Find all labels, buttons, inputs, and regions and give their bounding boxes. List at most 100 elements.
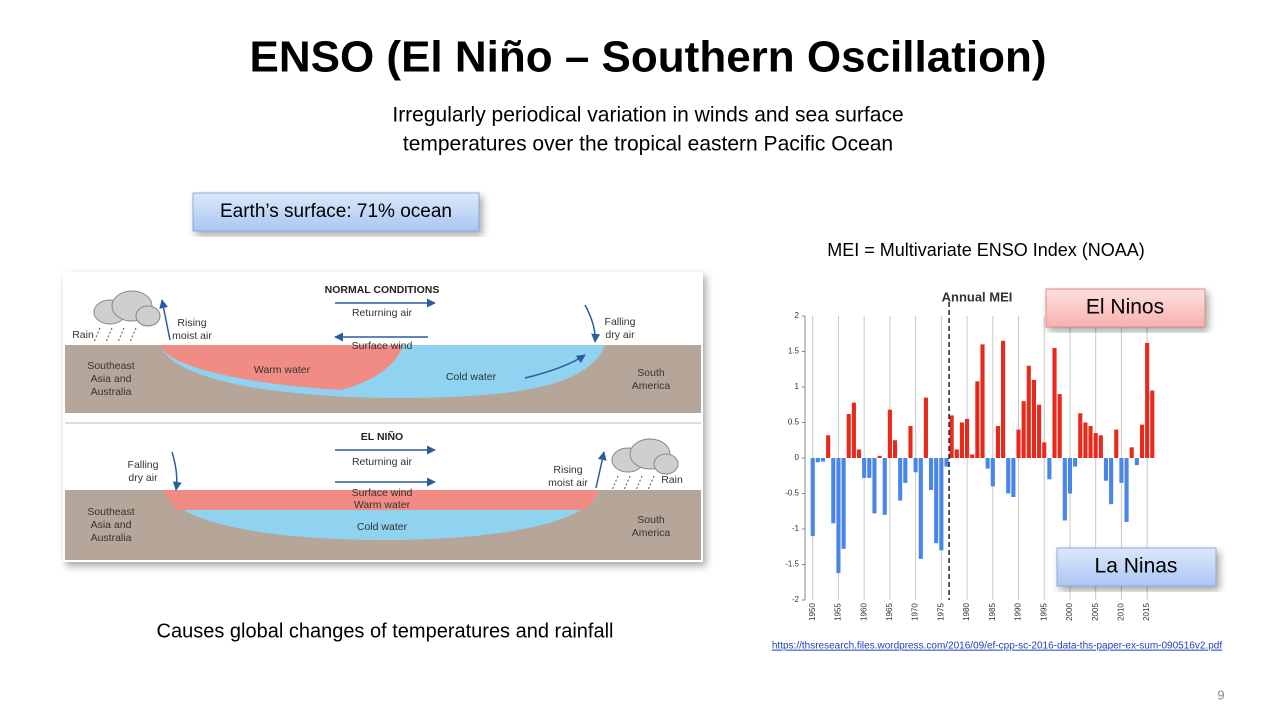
y-tick-label: 2 xyxy=(795,311,800,320)
bar xyxy=(939,458,944,551)
la-ninas-box xyxy=(1056,547,1217,587)
bar xyxy=(836,458,841,574)
bar xyxy=(903,458,908,483)
ocean-box-text: Earth’s surface: 71% ocean xyxy=(220,201,452,222)
bar xyxy=(1114,429,1119,458)
bar xyxy=(1124,458,1129,522)
diagram-label: Warm water xyxy=(354,499,411,511)
caption: Causes global changes of temperatures an… xyxy=(157,620,614,642)
bar xyxy=(810,458,815,537)
diagram-label: Asia and xyxy=(91,373,132,385)
bar xyxy=(1067,458,1073,494)
la-ninas-text: La Ninas xyxy=(1095,555,1178,578)
diagram-label: NORMAL CONDITIONS xyxy=(325,284,440,296)
x-tick-label: 1990 xyxy=(1014,603,1023,621)
bar xyxy=(877,455,882,458)
bar xyxy=(908,426,913,458)
y-tick-label: -1 xyxy=(792,524,800,533)
x-tick-label: 1975 xyxy=(936,603,945,621)
bar xyxy=(1093,433,1098,458)
bar xyxy=(1026,365,1031,458)
diagram-label: Cold water xyxy=(357,521,408,533)
diagram-label: Southeast xyxy=(87,360,134,372)
diagram-label: South xyxy=(637,367,665,379)
diagram-label: South xyxy=(637,514,665,526)
y-tick-label: 0 xyxy=(795,453,800,462)
bar xyxy=(872,458,877,514)
bar xyxy=(1001,340,1006,458)
bar xyxy=(898,458,903,501)
bar xyxy=(1129,447,1134,458)
bar xyxy=(1088,426,1093,458)
warm-water xyxy=(160,345,402,390)
bar xyxy=(913,458,918,473)
bar xyxy=(1150,390,1155,458)
diagram-label: Falling xyxy=(605,316,636,328)
bar xyxy=(1011,458,1016,498)
bar xyxy=(990,458,995,487)
bar xyxy=(959,422,964,458)
mei-note: MEI = Multivariate ENSO Index (NOAA) xyxy=(827,240,1145,260)
bar xyxy=(820,458,826,462)
bar xyxy=(1119,458,1124,483)
bar xyxy=(1109,458,1114,505)
enso-diagram: NORMAL CONDITIONS Returning air Surface wi… xyxy=(63,272,703,562)
x-tick-label: 1980 xyxy=(962,603,971,621)
bar xyxy=(846,413,851,458)
bar xyxy=(851,402,856,458)
panel-divider xyxy=(65,422,701,424)
bar xyxy=(1047,458,1052,480)
diagram-label: Cold water xyxy=(446,371,497,383)
arrows xyxy=(159,298,607,491)
bar xyxy=(995,426,1000,458)
bar xyxy=(954,449,959,458)
cloud xyxy=(611,438,679,475)
diagram-label: Surface wind xyxy=(352,487,413,499)
bar xyxy=(892,440,898,458)
bar xyxy=(985,458,990,469)
y-tick-label: 1.5 xyxy=(788,347,800,356)
diagram-label: Rising xyxy=(553,464,582,476)
source-link[interactable]: https://thsresearch.files.wordpress.com/… xyxy=(772,641,1222,652)
diagram-label: Surface wind xyxy=(352,340,413,352)
bar xyxy=(970,454,975,458)
bar xyxy=(882,458,887,515)
y-tick-label: -1.5 xyxy=(785,560,799,569)
chart-title: Annual MEI xyxy=(942,289,1013,304)
diagram-label: America xyxy=(632,527,671,539)
el-ninos-box xyxy=(1045,288,1206,328)
diagram-label: EL NIÑO xyxy=(361,430,403,443)
x-tick-label: 1970 xyxy=(911,603,920,621)
warm-water xyxy=(163,490,600,510)
rain xyxy=(93,327,655,491)
diagram-label: Rain xyxy=(72,329,94,341)
bar xyxy=(826,435,831,458)
diagram-label: Australia xyxy=(91,386,132,398)
subtitle-line: temperatures over the tropical eastern P… xyxy=(403,133,893,156)
x-tick-label: 2015 xyxy=(1142,603,1151,621)
bar xyxy=(1031,379,1037,458)
slide-title: ENSO (El Niño – Southern Oscillation) xyxy=(250,33,1047,82)
bar xyxy=(1134,458,1139,466)
diagram-label: moist air xyxy=(548,477,588,489)
x-tick-label: 2005 xyxy=(1091,603,1100,621)
x-tick-label: 1960 xyxy=(859,603,868,621)
bar xyxy=(1078,413,1083,458)
diagram-label: America xyxy=(632,380,671,392)
bar xyxy=(1021,401,1026,458)
bar xyxy=(965,418,970,458)
el-ninos-text: El Ninos xyxy=(1086,296,1164,319)
bar xyxy=(934,458,939,544)
bar xyxy=(862,458,867,478)
diagram-label: moist air xyxy=(172,330,212,342)
bar xyxy=(1083,422,1088,458)
bar xyxy=(949,415,954,458)
x-tick-label: 1955 xyxy=(834,603,843,621)
cloud xyxy=(93,290,161,327)
diagram-label: Rain xyxy=(661,474,683,486)
bar xyxy=(1062,458,1067,521)
diagram-label: Australia xyxy=(91,532,132,544)
diagram-label: Falling xyxy=(128,459,159,471)
y-tick-label: 1 xyxy=(795,382,800,391)
bar xyxy=(1006,458,1011,494)
